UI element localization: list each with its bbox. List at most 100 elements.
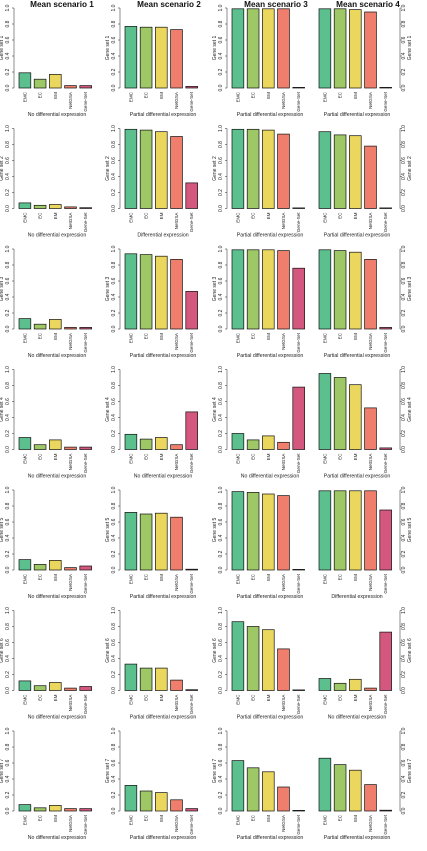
- y-tick-label: 0.8: [401, 382, 407, 389]
- y-tick-label: 0.2: [111, 671, 117, 678]
- x-tick-label: Gene-Set: [296, 814, 301, 834]
- x-tick-label: EM: [53, 694, 58, 701]
- panel-r5-c2: 0.0 0.2 0.4 0.6 0.8 1.0 Gene set 5 EMC EC EM NetGS…: [105, 486, 198, 600]
- bar-netgsa: [64, 327, 77, 330]
- x-tick-label: Gene-Set: [189, 453, 194, 473]
- x-tick-label: NetGSA: [368, 694, 373, 712]
- x-tick-label: Gene-Set: [383, 332, 388, 352]
- y-tick-label: 0.6: [5, 157, 11, 164]
- x-tick-label: Gene-Set: [296, 332, 301, 352]
- panel-r2-c3: 0.0 0.2 0.4 0.6 0.8 1.0 Gene set 2 EMC EC EM NetGS…: [212, 125, 305, 239]
- bar-netgsa: [64, 808, 77, 812]
- bar-netgsa: [64, 687, 77, 691]
- y-tick-label: 0.2: [111, 309, 117, 316]
- x-tick-label: EC: [251, 814, 256, 821]
- x-tick-label: NetGSA: [68, 212, 73, 230]
- bar-ec: [33, 685, 47, 691]
- y-tick-label: 0.8: [111, 20, 117, 27]
- bar-em: [155, 792, 168, 812]
- bar-emc: [318, 249, 332, 330]
- x-tick-label: Gene-Set: [383, 573, 388, 593]
- bar-emc: [318, 678, 332, 691]
- x-tick-label: NetGSA: [68, 694, 73, 712]
- bar-emc: [18, 680, 32, 691]
- y-tick-label: 0.0: [401, 566, 407, 573]
- y-tick-label: 0.2: [401, 430, 407, 437]
- x-tick-label: NetGSA: [68, 814, 73, 832]
- x-tick-label: EMC: [322, 212, 327, 223]
- x-tick-label: EMC: [235, 453, 240, 464]
- panel-xlabel: Partial differential expression: [130, 353, 197, 359]
- x-tick-label: NetGSA: [368, 332, 373, 350]
- x-tick-label: Gene-Set: [296, 91, 301, 111]
- panel-xlabel: No differential expression: [28, 112, 87, 118]
- x-tick-label: EM: [159, 574, 164, 581]
- x-tick-label: NetGSA: [281, 212, 286, 230]
- x-tick-label: EC: [38, 694, 43, 701]
- panel-xlabel: No differential expression: [28, 474, 87, 480]
- y-axis-label: Gene set 1: [105, 36, 111, 61]
- x-tick-label: EC: [338, 814, 343, 821]
- panel-r4-c4: 0.0 0.2 0.4 0.6 0.8 1.0 Gene set 4 EMC EC EM NetGS…: [318, 366, 413, 480]
- y-tick-label: 0.4: [5, 414, 11, 421]
- x-tick-label: EM: [266, 574, 271, 581]
- y-tick-label: 0.0: [401, 446, 407, 453]
- y-tick-label: 0.8: [218, 261, 224, 268]
- x-tick-label: EM: [53, 212, 58, 219]
- y-tick-label: 0.0: [401, 205, 407, 212]
- y-axis-label: Gene set 6: [105, 638, 111, 663]
- bar-em: [49, 319, 62, 330]
- y-tick-label: 0.8: [111, 623, 117, 630]
- panel-xlabel: Partial differential expression: [130, 594, 197, 600]
- x-tick-label: Gene-Set: [83, 91, 88, 111]
- panel-r4-c3: 0.0 0.2 0.4 0.6 0.8 1.0 Gene set 4 EMC EC EM NetGS…: [212, 366, 305, 480]
- y-tick-label: 0.8: [218, 382, 224, 389]
- x-tick-label: EMC: [235, 332, 240, 343]
- bar-emc: [18, 318, 32, 330]
- y-tick-label: 0.2: [5, 430, 11, 437]
- y-axis-label: Gene set 3: [105, 277, 111, 302]
- y-tick-label: 0.0: [401, 325, 407, 332]
- bar-netgsa: [170, 799, 183, 812]
- y-axis-label: Gene set 7: [407, 759, 413, 784]
- x-tick-label: EMC: [22, 573, 27, 584]
- y-tick-label: 0.2: [401, 68, 407, 75]
- bar-gene-set: [379, 509, 392, 571]
- y-tick-label: 0.6: [218, 518, 224, 525]
- y-tick-label: 0.4: [401, 414, 407, 421]
- y-tick-label: 0.4: [401, 52, 407, 59]
- bar-em: [262, 771, 275, 812]
- x-tick-label: Gene-Set: [383, 814, 388, 834]
- x-tick-label: Gene-Set: [383, 91, 388, 111]
- x-tick-label: EM: [159, 694, 164, 701]
- bar-gene-set: [292, 267, 305, 330]
- y-tick-label: 0.2: [218, 550, 224, 557]
- panel-xlabel: Partial differential expression: [324, 233, 391, 239]
- y-tick-label: 0.8: [5, 261, 11, 268]
- y-tick-label: 1.0: [111, 727, 117, 734]
- panel-xlabel: No differential expression: [28, 715, 87, 721]
- bar-emc: [124, 128, 138, 209]
- y-axis-label: Gene set 7: [105, 759, 111, 784]
- bar-gene-set: [379, 207, 392, 209]
- y-tick-label: 0.4: [401, 293, 407, 300]
- x-tick-label: EC: [338, 212, 343, 219]
- y-tick-label: 0.4: [401, 534, 407, 541]
- bar-em: [49, 560, 62, 571]
- bar-ec: [139, 26, 153, 89]
- y-tick-label: 1.0: [5, 4, 11, 11]
- y-tick-label: 0.2: [218, 68, 224, 75]
- x-tick-label: Gene-Set: [189, 814, 194, 834]
- y-tick-label: 0.8: [218, 141, 224, 148]
- y-tick-label: 0.2: [111, 189, 117, 196]
- y-tick-label: 0.4: [111, 414, 117, 421]
- y-tick-label: 0.2: [111, 68, 117, 75]
- y-tick-label: 0.6: [111, 157, 117, 164]
- y-tick-label: 0.4: [218, 293, 224, 300]
- y-tick-label: 0.2: [401, 550, 407, 557]
- y-tick-label: 0.0: [111, 687, 117, 694]
- y-axis-label: Gene set 4: [407, 397, 413, 422]
- bar-gene-set: [185, 182, 198, 209]
- x-tick-label: EMC: [322, 332, 327, 343]
- y-tick-label: 0.8: [218, 623, 224, 630]
